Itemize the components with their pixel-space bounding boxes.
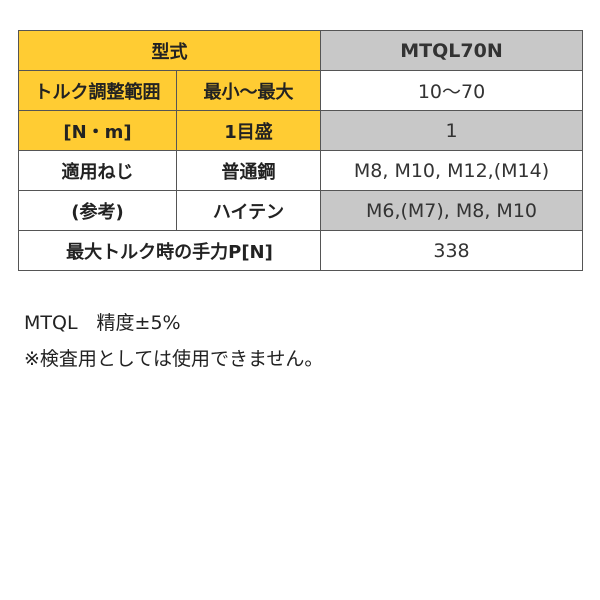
minmax-value: 10〜70 bbox=[320, 70, 583, 111]
scale-label: 1目盛 bbox=[176, 110, 321, 151]
steel-value: M8, M10, M12,(M14) bbox=[320, 150, 583, 191]
spec-table: 型式 MTQL70N トルク調整範囲 最小〜最大 10〜70 [N・m] 1目盛 1 適用… bbox=[18, 30, 583, 271]
model-value: MTQL70N bbox=[320, 30, 583, 71]
minmax-label: 最小〜最大 bbox=[176, 70, 321, 111]
screw-label-1: 適用ねじ bbox=[18, 150, 177, 191]
accuracy-note: MTQL 精度±5% bbox=[24, 312, 181, 334]
warning-note: ※検査用としては使用できません。 bbox=[24, 348, 324, 370]
force-value: 338 bbox=[320, 230, 583, 271]
torque-label-2: [N・m] bbox=[18, 110, 177, 151]
force-label: 最大トルク時の手力P[N] bbox=[18, 230, 321, 271]
hiten-label: ハイテン bbox=[176, 190, 321, 231]
screw-label-2: (参考) bbox=[18, 190, 177, 231]
model-label: 型式 bbox=[18, 30, 321, 71]
hiten-value: M6,(M7), M8, M10 bbox=[320, 190, 583, 231]
scale-value: 1 bbox=[320, 110, 583, 151]
steel-label: 普通鋼 bbox=[176, 150, 321, 191]
torque-label-1: トルク調整範囲 bbox=[18, 70, 177, 111]
